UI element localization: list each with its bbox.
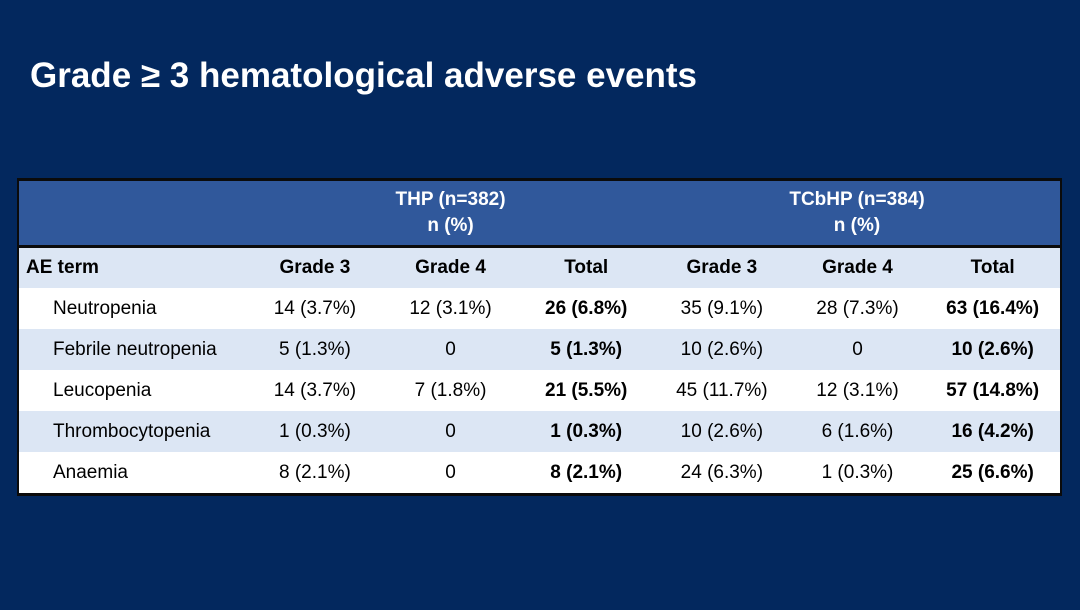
table-row-neutropenia: Neutropenia 14 (3.7%) 12 (3.1%) 26 (6.8%… [18,288,1061,329]
cell: 8 (2.1%) [247,452,383,495]
cell: 6 (1.6%) [789,411,926,452]
cell: 24 (6.3%) [654,452,790,495]
table-row-febrile-neutropenia: Febrile neutropenia 5 (1.3%) 0 5 (1.3%) … [18,329,1061,370]
total-cell: 16 (4.2%) [925,411,1061,452]
column-header-grade3-tcbhp: Grade 3 [654,246,790,288]
total-cell: 21 (5.5%) [518,370,655,411]
ae-term-cell: Thrombocytopenia [18,411,248,452]
column-header-ae-term: AE term [18,246,248,288]
cell: 14 (3.7%) [247,288,383,329]
cell: 12 (3.1%) [382,288,519,329]
ae-term-cell: Neutropenia [18,288,248,329]
total-cell: 63 (16.4%) [925,288,1061,329]
group-header-tcbhp-sub: n (%) [833,215,881,236]
cell: 7 (1.8%) [382,370,519,411]
table-row-thrombocytopenia: Thrombocytopenia 1 (0.3%) 0 1 (0.3%) 10 … [18,411,1061,452]
cell: 45 (11.7%) [654,370,790,411]
cell: 0 [789,329,926,370]
cell: 35 (9.1%) [654,288,790,329]
cell: 0 [382,411,519,452]
group-header-tcbhp-label: TCbHP (n=384) [789,189,925,211]
group-header-thp: THP (n=382) n (%) [247,179,655,248]
column-header-total-thp: Total [518,246,655,288]
page-title: Grade ≥ 3 hematological adverse events [30,56,697,95]
total-cell: 5 (1.3%) [518,329,655,370]
table-row-anaemia: Anaemia 8 (2.1%) 0 8 (2.1%) 24 (6.3%) 1 … [18,452,1061,495]
treatment-group-header-row: THP (n=382) n (%) TCbHP (n=384) n (%) [18,179,1061,248]
cell: 14 (3.7%) [247,370,383,411]
column-header-grade3-thp: Grade 3 [247,246,383,288]
column-header-grade4-thp: Grade 4 [382,246,519,288]
table-row-leucopenia: Leucopenia 14 (3.7%) 7 (1.8%) 21 (5.5%) … [18,370,1061,411]
cell: 1 (0.3%) [789,452,926,495]
ae-term-cell: Anaemia [18,452,248,495]
cell: 0 [382,452,519,495]
cell: 12 (3.1%) [789,370,926,411]
column-header-row: AE term Grade 3 Grade 4 Total Grade 3 Gr… [18,246,1061,288]
column-header-total-tcbhp: Total [925,246,1061,288]
total-cell: 1 (0.3%) [518,411,655,452]
group-header-thp-label: THP (n=382) [395,189,506,211]
group-header-spacer [18,179,248,248]
total-cell: 10 (2.6%) [925,329,1061,370]
total-cell: 25 (6.6%) [925,452,1061,495]
ae-term-cell: Febrile neutropenia [18,329,248,370]
total-cell: 57 (14.8%) [925,370,1061,411]
cell: 0 [382,329,519,370]
cell: 1 (0.3%) [247,411,383,452]
group-header-thp-sub: n (%) [427,215,474,236]
adverse-events-table: THP (n=382) n (%) TCbHP (n=384) n (%) AE… [17,178,1062,496]
cell: 28 (7.3%) [789,288,926,329]
total-cell: 8 (2.1%) [518,452,655,495]
column-header-grade4-tcbhp: Grade 4 [789,246,926,288]
total-cell: 26 (6.8%) [518,288,655,329]
cell: 10 (2.6%) [654,329,790,370]
cell: 5 (1.3%) [247,329,383,370]
ae-term-cell: Leucopenia [18,370,248,411]
group-header-tcbhp: TCbHP (n=384) n (%) [654,179,1061,248]
cell: 10 (2.6%) [654,411,790,452]
